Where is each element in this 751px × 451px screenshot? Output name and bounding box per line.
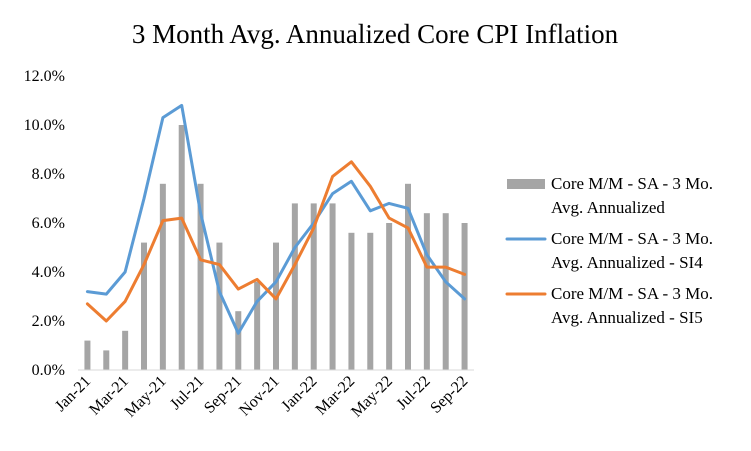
bar	[367, 232, 374, 370]
chart-title: 3 Month Avg. Annualized Core CPI Inflati…	[132, 19, 619, 49]
x-tick-label: May-22	[348, 373, 396, 421]
x-tick-label: Nov-21	[236, 373, 283, 420]
bar	[197, 183, 204, 370]
y-tick-label: 12.0%	[24, 68, 65, 85]
bar	[103, 350, 110, 370]
y-axis-labels: 0.0% 2.0% 4.0% 6.0% 8.0% 10.0% 12.0%	[24, 68, 65, 379]
y-tick-label: 8.0%	[32, 166, 65, 183]
x-axis-labels: Jan-21Mar-21May-21Jul-21Sep-21Nov-21Jan-…	[52, 373, 471, 421]
y-tick-label: 0.0%	[32, 362, 65, 379]
bar	[216, 242, 223, 370]
y-tick-label: 4.0%	[32, 264, 65, 281]
bar	[423, 213, 430, 370]
legend-label: Core M/M - SA - 3 Mo.	[551, 284, 713, 303]
x-tick-label: Jul-21	[167, 373, 207, 413]
bar	[122, 330, 129, 370]
bar	[159, 183, 166, 370]
legend-label: Core M/M - SA - 3 Mo.	[551, 229, 713, 248]
bar	[386, 223, 393, 370]
bar	[291, 203, 298, 370]
bar	[178, 125, 185, 370]
y-tick-label: 6.0%	[32, 215, 65, 232]
legend-label: Avg. Annualized	[551, 198, 665, 217]
bar	[442, 213, 449, 370]
legend-swatch-bar	[507, 179, 545, 189]
bar	[329, 203, 336, 370]
line-series-1	[85, 103, 467, 335]
legend-label: Core M/M - SA - 3 Mo.	[551, 174, 713, 193]
y-tick-label: 2.0%	[32, 313, 65, 330]
bar	[461, 223, 468, 370]
x-tick-label: May-21	[122, 373, 170, 421]
bar	[273, 242, 279, 370]
bar	[405, 183, 411, 370]
x-tick-label: Sep-22	[427, 373, 471, 417]
bar	[348, 232, 355, 370]
y-tick-label: 10.0%	[24, 117, 65, 134]
bar-series	[84, 125, 468, 370]
bar	[235, 311, 242, 370]
legend-label: Avg. Annualized - SI5	[551, 308, 703, 327]
legend-label: Avg. Annualized - SI4	[551, 253, 703, 272]
x-tick-label: Jul-22	[393, 373, 433, 413]
bar	[310, 203, 317, 370]
line-series-group	[85, 103, 467, 335]
bar	[141, 242, 147, 370]
line-series-2	[85, 160, 467, 323]
bar	[254, 281, 261, 370]
bar	[84, 340, 91, 370]
legend: Core M/M - SA - 3 Mo. Avg. Annualized Core…	[505, 174, 713, 327]
